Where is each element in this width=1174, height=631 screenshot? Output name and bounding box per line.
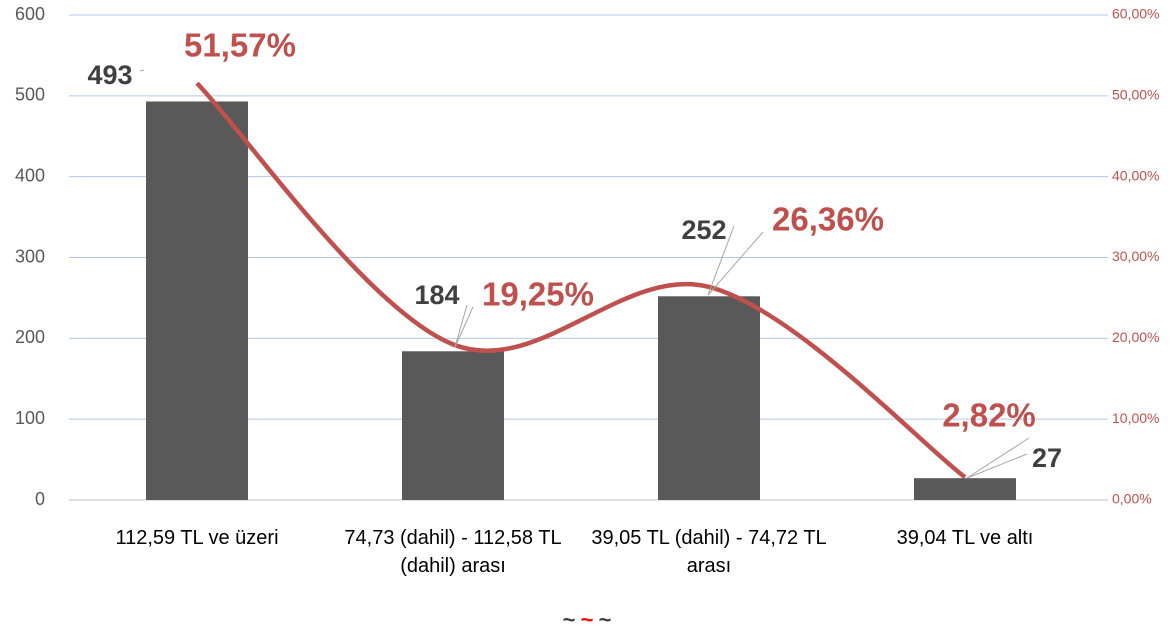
line-value-label: 2,82% [942,397,1036,434]
bar-value-label: 252 [681,215,726,245]
y-tick-label: 0 [35,489,45,509]
x-tick-label: 39,05 TL (dahil) - 74,72 TL arası [591,527,827,577]
footer-mark: ~ [581,607,594,631]
line-value-label: 19,25% [482,276,594,313]
y2-tick-label: 50,00% [1112,87,1159,103]
line-value-label: 51,57% [184,27,296,64]
y2-tick-label: 0,00% [1112,491,1152,507]
y2-tick-label: 60,00% [1112,6,1159,22]
footer-mark: ~ [563,607,576,631]
bar-value-label: 27 [1032,443,1062,473]
y-tick-label: 400 [15,165,45,185]
leader-line [707,225,735,296]
bar-value-label: 184 [414,280,459,310]
y2-tick-label: 20,00% [1112,329,1159,345]
y-tick-label: 100 [15,408,45,428]
line [195,81,967,480]
bar-value-label: 493 [87,60,132,90]
leader-line [139,69,145,72]
y-tick-label: 600 [15,4,45,24]
line-value-label: 26,36% [772,201,884,238]
bar [658,296,760,500]
x-tick-label: 112,59 TL ve üzeri [115,527,279,549]
y-tick-label: 500 [15,85,45,105]
bar [402,351,504,500]
y-tick-label: 200 [15,327,45,347]
leader-line [966,437,1030,479]
x-tick-label: 74,73 (dahil) - 112,58 TL (dahil) arası [344,527,562,577]
footer-mark: ~ [599,607,612,631]
bar [146,101,248,500]
x-tick-label: 39,04 TL ve altı [896,527,1034,549]
leader-line [454,306,474,348]
leader-line [966,453,1028,479]
y2-tick-label: 10,00% [1112,410,1159,426]
leader-line [454,304,468,348]
bar [914,478,1016,500]
y2-tick-label: 30,00% [1112,248,1159,264]
y2-tick-label: 40,00% [1112,167,1159,183]
leader-line [707,231,764,296]
y-tick-label: 300 [15,246,45,266]
